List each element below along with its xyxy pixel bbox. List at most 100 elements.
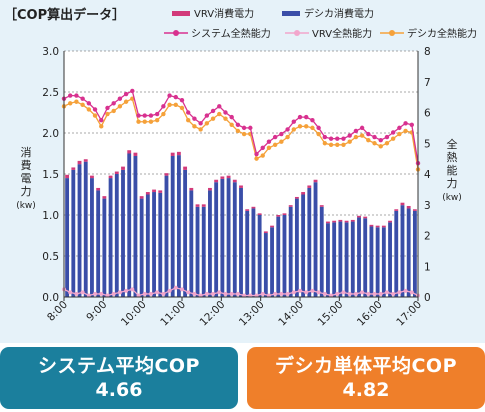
x-tick-label: 11:00	[158, 299, 188, 329]
bar-vrv-power	[108, 175, 113, 179]
point-system-heat	[322, 134, 328, 140]
point-system-heat	[279, 131, 284, 137]
point-desica-heat	[285, 134, 290, 140]
point-vrv-heat	[204, 291, 209, 296]
bar-desica-power	[158, 192, 163, 297]
bar-desica-power	[400, 205, 405, 297]
point-system-heat	[248, 125, 253, 131]
point-vrv-heat	[229, 291, 234, 296]
point-vrv-heat	[254, 293, 259, 298]
point-vrv-heat	[291, 290, 296, 295]
point-vrv-heat	[260, 291, 265, 296]
bar-desica-power	[164, 175, 169, 297]
point-vrv-heat	[235, 291, 240, 296]
bar-desica-power	[77, 164, 82, 297]
point-system-heat	[99, 117, 104, 123]
legend-label-vrv-heat: VRV全熱能力	[312, 27, 372, 40]
bar-series	[65, 150, 417, 297]
right-tick-label: 1	[424, 261, 431, 273]
point-system-heat	[304, 114, 309, 120]
point-desica-heat	[397, 131, 402, 137]
bar-desica-power	[189, 190, 194, 297]
point-system-heat	[397, 125, 402, 131]
point-system-heat	[372, 134, 377, 140]
bar-desica-power	[363, 218, 368, 297]
point-desica-heat	[229, 122, 234, 128]
left-axis-title: 消	[21, 145, 32, 159]
bar-vrv-power	[270, 225, 274, 228]
bar-vrv-power	[257, 213, 262, 215]
legend-label-system-heat: システム全熱能力	[191, 27, 271, 40]
point-system-heat	[111, 101, 116, 106]
right-tick-label: 6	[424, 108, 431, 120]
chart-title: ［COP算出データ］	[4, 7, 125, 23]
desica-cop-label: デシカ単体平均COP	[274, 355, 458, 377]
point-desica-heat	[74, 99, 79, 104]
point-system-heat	[74, 93, 79, 98]
bar-desica-power	[201, 206, 206, 297]
point-desica-heat	[297, 124, 303, 129]
point-vrv-heat	[304, 290, 309, 295]
point-desica-heat	[378, 144, 383, 149]
bar-vrv-power	[294, 196, 299, 199]
point-vrv-heat	[341, 290, 346, 295]
point-desica-heat	[68, 101, 73, 106]
bar-desica-power	[301, 194, 306, 297]
bar-vrv-power	[245, 209, 250, 211]
bar-desica-power	[326, 223, 330, 297]
point-vrv-heat	[180, 287, 184, 292]
point-system-heat	[260, 145, 265, 151]
bar-vrv-power	[288, 205, 293, 207]
x-tick-label: 12:00	[198, 299, 228, 329]
point-vrv-heat	[279, 291, 284, 296]
point-vrv-heat	[136, 293, 141, 298]
point-desica-heat	[186, 117, 191, 123]
bar-vrv-power	[127, 150, 132, 154]
bar-desica-power	[344, 222, 349, 297]
bar-vrv-power	[220, 176, 225, 179]
legend-label-desica-heat: デシカ全熱能力	[407, 27, 477, 40]
point-system-heat	[254, 151, 259, 157]
point-system-heat	[353, 128, 359, 134]
point-desica-heat	[167, 102, 172, 108]
point-system-heat	[204, 113, 210, 118]
bar-vrv-power	[176, 151, 181, 156]
bar-desica-power	[170, 155, 175, 297]
point-system-heat	[123, 91, 129, 97]
left-tick-label: 0.0	[42, 292, 59, 304]
x-tick-label: 17:00	[394, 299, 424, 329]
right-axis-title: (kw)	[442, 193, 462, 203]
point-vrv-heat	[217, 290, 222, 295]
right-axis-title: 全	[447, 137, 458, 151]
point-vrv-heat	[68, 290, 73, 295]
legend: VRV消費電力 デシカ消費電力 システム全熱能力 VRV全熱能力 デシカ全熱能力	[164, 7, 477, 40]
bar-vrv-power	[239, 185, 243, 188]
point-vrv-heat	[148, 291, 153, 296]
bar-vrv-power	[139, 196, 144, 199]
bar-vrv-power	[406, 205, 411, 209]
bar-vrv-power	[183, 166, 188, 170]
point-vrv-heat	[198, 293, 203, 298]
point-system-heat	[409, 122, 414, 128]
legend-swatch-desica-power	[282, 11, 300, 16]
legend-swatch-vrv-power	[172, 11, 190, 16]
left-tick-label: 2.5	[42, 87, 59, 99]
left-tick-label: 3.0	[42, 46, 59, 58]
point-desica-heat	[161, 111, 166, 117]
bar-vrv-power	[102, 196, 107, 199]
point-desica-heat	[210, 116, 216, 121]
point-vrv-heat	[74, 291, 79, 296]
bar-desica-power	[282, 215, 287, 297]
point-system-heat	[148, 113, 154, 118]
point-system-heat	[136, 113, 141, 118]
point-desica-heat	[316, 131, 321, 137]
point-system-heat	[229, 114, 234, 120]
point-system-heat	[291, 119, 296, 124]
point-desica-heat	[403, 128, 408, 134]
point-desica-heat	[384, 141, 390, 146]
x-tick-label: 13:00	[237, 299, 267, 329]
bar-vrv-power	[208, 187, 212, 191]
left-axis-title: 電	[21, 172, 32, 185]
bar-vrv-power	[152, 189, 156, 193]
point-desica-heat	[136, 119, 141, 124]
